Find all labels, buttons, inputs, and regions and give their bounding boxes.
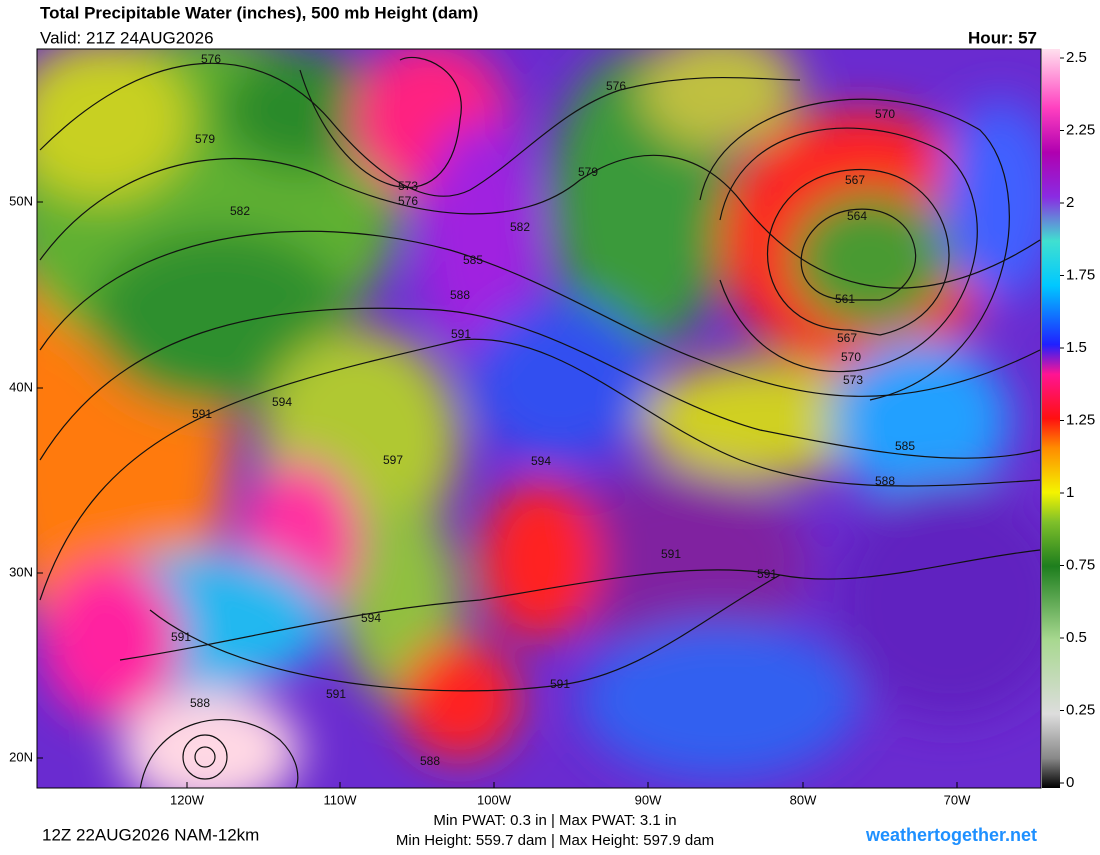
longitude-label: 120W — [170, 792, 205, 807]
contour-line — [766, 169, 950, 336]
longitude-label: 80W — [790, 792, 817, 807]
contour-line — [119, 549, 1041, 661]
colorbar — [1042, 49, 1060, 788]
contour-line — [149, 574, 781, 692]
valid-time: Valid: 21Z 24AUG2026 — [40, 28, 214, 47]
forecast-hour: Hour: 57 — [968, 28, 1037, 47]
contour-label: 588 — [420, 754, 440, 768]
longitude-label: 110W — [324, 792, 358, 807]
contour-label: 570 — [841, 350, 861, 364]
contour-line — [719, 127, 978, 373]
contour-label: 591 — [550, 677, 570, 691]
contour-label: 591 — [451, 327, 471, 341]
contour-label: 582 — [510, 220, 530, 234]
pwat-range: Min PWAT: 0.3 in | Max PWAT: 3.1 in — [433, 812, 676, 829]
contour-line — [39, 338, 1041, 601]
contour-line — [182, 734, 228, 780]
contour-line — [139, 719, 299, 788]
colorbar-tick-label: 0.5 — [1066, 629, 1087, 646]
pwat-shading — [37, 49, 1041, 788]
colorbar-tick-label: 1 — [1066, 484, 1074, 501]
contour-label: 579 — [195, 132, 215, 146]
contour-label: 588 — [190, 696, 210, 710]
contour-label: 588 — [875, 474, 895, 488]
height-contours — [39, 56, 1041, 788]
latitude-label: 50N — [9, 193, 33, 208]
colorbar-tick-label: 0 — [1066, 774, 1074, 791]
colorbar-tick-label: 1.5 — [1066, 339, 1087, 356]
contour-label: 585 — [463, 253, 483, 267]
colorbar-tick-label: 0.25 — [1066, 701, 1095, 718]
contour-label: 564 — [847, 209, 867, 223]
colorbar-ticks: 0 0.25 0.5 0.75 1 1.25 1.5 1.75 2 2.25 2.5 — [1060, 49, 1095, 791]
contour-label: 591 — [661, 547, 681, 561]
longitude-label: 90W — [635, 792, 662, 807]
colorbar-tick-label: 2.25 — [1066, 121, 1095, 138]
contour-label: 561 — [835, 292, 855, 306]
contour-label: 591 — [171, 630, 191, 644]
map-frame — [36, 48, 1042, 789]
contour-line — [39, 307, 1041, 461]
colorbar-tick-label: 1.25 — [1066, 411, 1095, 428]
site-credit: weathertogether.net — [865, 825, 1037, 845]
colorbar-tick-label: 1.75 — [1066, 266, 1095, 283]
colorbar-tick-label: 2.5 — [1066, 49, 1087, 66]
contour-label: 576 — [606, 79, 626, 93]
contour-label: 573 — [843, 373, 863, 387]
contour-line — [39, 230, 1041, 397]
contour-line — [194, 746, 216, 768]
contour-label: 594 — [361, 611, 381, 625]
title: Total Precipitable Water (inches), 500 m… — [40, 3, 478, 22]
contour-label: 567 — [845, 173, 865, 187]
contour-label: 582 — [230, 204, 250, 218]
contour-label: 570 — [875, 107, 895, 121]
latitude-label: 20N — [9, 749, 33, 764]
latitude-label: 40N — [9, 379, 33, 394]
contour-label: 579 — [578, 165, 598, 179]
contour-label: 591 — [757, 567, 777, 581]
contour-label: 567 — [837, 331, 857, 345]
contour-label: 576 — [398, 194, 418, 208]
height-range: Min Height: 559.7 dam | Max Height: 597.… — [396, 832, 714, 849]
longitude-label: 70W — [944, 792, 971, 807]
contour-label: 573 — [398, 179, 418, 193]
longitude-label: 100W — [477, 792, 512, 807]
contour-label: 594 — [531, 454, 551, 468]
contour-label: 576 — [201, 52, 221, 66]
contour-line — [299, 56, 462, 189]
contour-line — [39, 62, 801, 197]
contour-label: 588 — [450, 288, 470, 302]
contour-line — [800, 208, 917, 301]
contour-label: 594 — [272, 395, 292, 409]
graticule-labels: 50N 40N 30N 20N 120W 110W 100W 90W 80W 70W — [9, 193, 971, 807]
contour-label: 591 — [326, 687, 346, 701]
contour-line — [699, 98, 1010, 401]
contour-label: 597 — [383, 453, 403, 467]
contour-label: 585 — [895, 439, 915, 453]
colorbar-tick-label: 2 — [1066, 194, 1074, 211]
contour-line — [39, 154, 1041, 289]
model-run: 12Z 22AUG2026 NAM-12km — [42, 825, 259, 844]
colorbar-tick-label: 0.75 — [1066, 556, 1095, 573]
latitude-label: 30N — [9, 564, 33, 579]
contour-label: 591 — [192, 407, 212, 421]
